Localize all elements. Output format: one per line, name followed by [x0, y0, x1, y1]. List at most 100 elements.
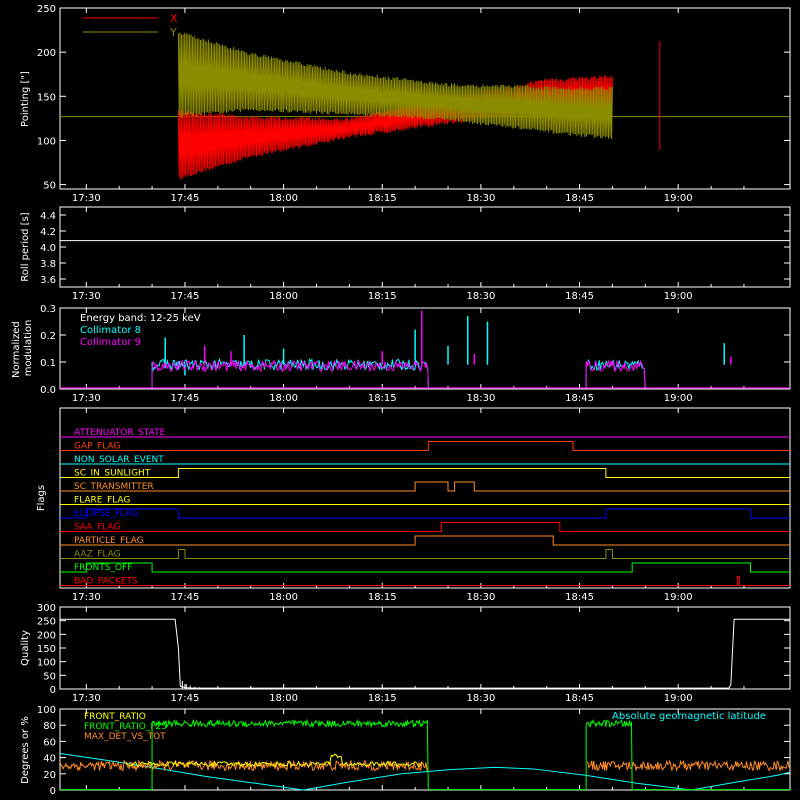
flag-label: SC_TRANSMITTER	[74, 482, 154, 492]
legend-collimator-9: Collimator 9	[80, 337, 141, 348]
x-tick-label: 18:45	[565, 393, 594, 404]
flag-label: AAZ_FLAG	[74, 550, 121, 560]
x-tick-label: 17:45	[171, 393, 200, 404]
y-tick-label: 300	[37, 603, 56, 614]
flag-label: BAD_PACKETS	[74, 577, 138, 587]
x-tick-label: 17:30	[72, 693, 101, 704]
flag-line-aaz-flag	[60, 549, 790, 559]
front-ratio-f25-line	[60, 718, 790, 791]
x-tick-label: 18:15	[368, 291, 397, 302]
quality-panel: 0 50 100 150 200 250 300 Quality 17:30 17:45 18:…	[20, 603, 791, 704]
flag-line-sc-in-sunlight	[60, 468, 790, 478]
y-tick-label: 200	[37, 630, 56, 641]
x-tick-label: 18:15	[368, 393, 397, 404]
flag-line-fronts-off	[60, 562, 790, 573]
flag-label: SC_IN_SUNLIGHT	[74, 469, 151, 479]
pointing-legend: X Y	[83, 12, 178, 39]
y-tick-label: 50	[43, 671, 56, 682]
legend-front-ratio: FRONT_RATIO	[84, 712, 146, 722]
y-tick-label: 4.4	[40, 211, 56, 222]
pointing-series-y	[177, 32, 613, 140]
flags-plot: ATTENUATOR_STATE GAP_FLAG NON_SOLAR_EVENT S…	[60, 408, 790, 588]
x-tick-label: 19:00	[664, 291, 693, 302]
modulation-series-c8	[151, 357, 429, 388]
max-det-vs-tot-line	[59, 759, 790, 773]
x-tick-label: 18:15	[368, 592, 397, 603]
x-tick-label: 17:45	[171, 693, 200, 704]
legend-front-ratio-f25: FRONT_RATIO_F25	[84, 722, 167, 732]
roll-period-plot	[60, 207, 790, 287]
y-tick-label: 0.0	[40, 385, 56, 396]
quality-plot	[60, 607, 790, 689]
x-tick-label: 19:00	[664, 693, 693, 704]
quality-x-tick-labels: 17:30 17:45 18:00 18:15 18:30 18:45 19:00	[72, 693, 693, 704]
y-tick-label: 250	[37, 617, 56, 628]
roll-period-x-tick-labels: 17:30 17:45 18:00 18:15 18:30 18:45 19:00	[72, 291, 693, 302]
x-tick-label: 17:45	[171, 291, 200, 302]
ratios-ylabel: Degrees or %	[20, 716, 31, 784]
x-tick-label: 18:00	[269, 291, 298, 302]
modulation-frame	[59, 307, 791, 390]
ratios-plot	[59, 709, 791, 791]
front-ratio-line	[125, 753, 423, 768]
y-tick-label: 40	[43, 754, 56, 765]
modulation-ylabel-line2: modulation	[23, 320, 34, 377]
quality-ylabel: Quality	[20, 630, 31, 666]
y-tick-label: 0.3	[40, 304, 56, 315]
y-tick-label: 20	[43, 770, 56, 781]
x-tick-label: 17:30	[72, 393, 101, 404]
modulation-panel: 0.0 0.1 0.2 0.3 Normalized modulation Energ…	[11, 304, 791, 404]
x-tick-label: 18:30	[466, 193, 495, 204]
y-tick-label: 80	[43, 721, 56, 732]
y-tick-label: 150	[37, 644, 56, 655]
flag-line-saa-flag	[60, 522, 790, 532]
y-tick-label: 200	[37, 48, 56, 59]
flag-label: ECLIPSE_FLAG	[74, 509, 138, 519]
flag-line-eclipse-flag	[60, 508, 790, 519]
flag-line-particle-flag	[60, 535, 790, 546]
x-tick-label: 18:00	[269, 693, 298, 704]
y-tick-label: 150	[37, 92, 56, 103]
legend-collimator-8: Collimator 8	[80, 325, 141, 336]
flag-label: FRONTS_OFF	[74, 563, 132, 573]
x-tick-label: 17:30	[72, 291, 101, 302]
energy-band-annotation: Energy band: 12-25 keV	[80, 313, 201, 324]
y-tick-label: 250	[37, 4, 56, 15]
x-tick-label: 18:30	[466, 693, 495, 704]
y-tick-label: 50	[43, 181, 56, 192]
x-tick-label: 18:30	[466, 592, 495, 603]
roll-period-y-axis: 3.6 3.8 4.0 4.2 4.4	[40, 211, 790, 286]
quality-y-axis: 0 50 100 150 200 250 300	[37, 603, 790, 696]
x-tick-label: 17:45	[171, 193, 200, 204]
ratios-frame	[59, 708, 791, 791]
x-tick-label: 18:00	[269, 393, 298, 404]
ratios-y-axis: 0 20 40 60 80 100	[37, 705, 790, 797]
y-tick-label: 4.2	[40, 227, 56, 238]
pointing-y-axis: 50 100 150 200 250	[37, 4, 790, 192]
x-tick-label: 18:30	[466, 291, 495, 302]
y-tick-label: 3.8	[40, 259, 56, 270]
legend-y-label: Y	[169, 26, 177, 39]
x-tick-label: 18:45	[565, 592, 594, 603]
y-tick-label: 0	[50, 786, 56, 797]
x-tick-label: 18:30	[466, 393, 495, 404]
x-tick-label: 18:45	[565, 193, 594, 204]
legend-x-label: X	[170, 12, 178, 25]
y-tick-label: 3.6	[40, 275, 56, 286]
modulation-y-axis: 0.0 0.1 0.2 0.3	[40, 304, 790, 396]
x-tick-label: 17:30	[72, 592, 101, 603]
flags-frame	[59, 407, 791, 589]
x-tick-label: 19:00	[664, 393, 693, 404]
roll-period-ylabel: Roll period [s]	[20, 212, 31, 281]
flag-label: NON_SOLAR_EVENT	[74, 455, 164, 465]
x-tick-label: 18:45	[565, 693, 594, 704]
y-tick-label: 100	[37, 658, 56, 669]
flags-ylabel: Flags	[36, 485, 47, 511]
ratios-panel: 0 20 40 60 80 100 Degrees or % FRONT_RATIO FR…	[20, 705, 791, 797]
modulation-series-c9	[151, 359, 429, 388]
flag-line-sc-transmitter	[60, 481, 790, 492]
pointing-ylabel: Pointing ["]	[20, 71, 31, 127]
y-tick-label: 100	[37, 136, 56, 147]
